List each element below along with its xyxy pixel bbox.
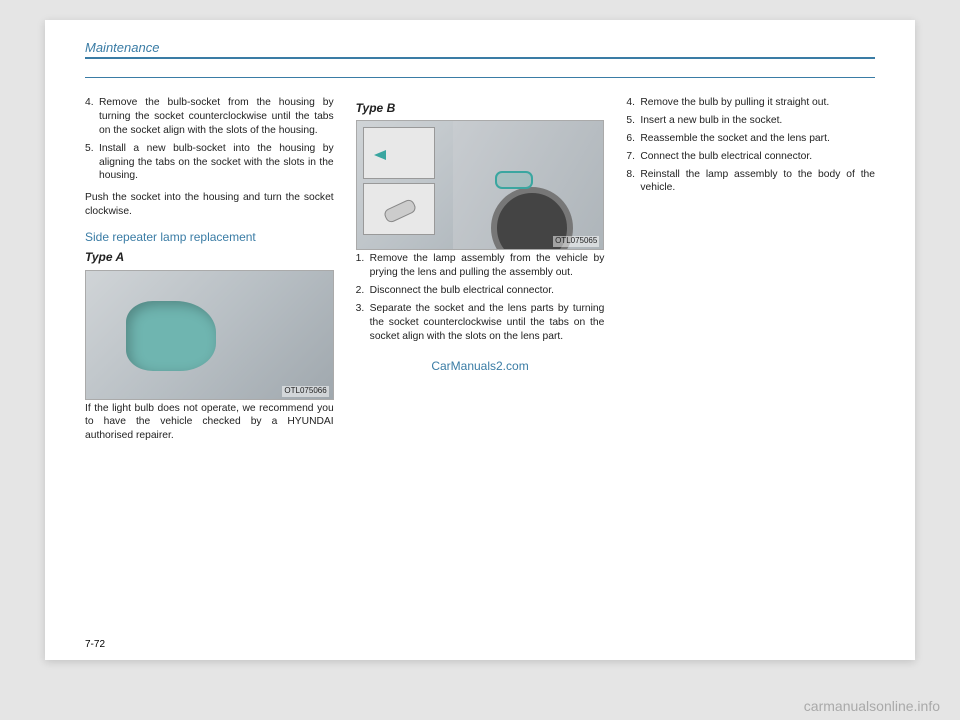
- sidelight-icon: [495, 171, 533, 189]
- inset-illustration-icon: [363, 183, 435, 235]
- vehicle-panel-icon: [453, 121, 603, 249]
- bottom-right-watermark: carmanualsonline.info: [804, 698, 940, 714]
- step-number: 4.: [626, 96, 640, 110]
- figure-caption: If the light bulb does not operate, we r…: [85, 402, 334, 444]
- subsection-heading: Side repeater lamp replacement: [85, 229, 334, 245]
- list-item: 5.Insert a new bulb in the socket.: [626, 114, 875, 128]
- figure-code: OTL075066: [282, 386, 328, 397]
- step-text: Disconnect the bulb electrical connector…: [370, 284, 605, 298]
- step-number: 2.: [356, 284, 370, 298]
- figure-type-a: OTL075066: [85, 270, 334, 400]
- list-item: 4.Remove the bulb-socket from the housin…: [85, 96, 334, 138]
- arrow-icon: [374, 150, 386, 160]
- step-number: 3.: [356, 302, 370, 344]
- type-b-heading: Type B: [356, 100, 605, 116]
- section-header: Maintenance: [85, 40, 875, 59]
- figure-type-b: OTL075065: [356, 120, 605, 250]
- list-item: 2.Disconnect the bulb electrical connect…: [356, 284, 605, 298]
- steps-list-a: 4.Remove the bulb-socket from the housin…: [85, 96, 334, 183]
- step-text: Insert a new bulb in the socket.: [640, 114, 875, 128]
- step-text: Remove the bulb by pulling it straight o…: [640, 96, 875, 110]
- step-text: Connect the bulb electrical connector.: [640, 150, 875, 164]
- list-item: 6.Reassemble the socket and the lens par…: [626, 132, 875, 146]
- step-text: Separate the socket and the lens parts b…: [370, 302, 605, 344]
- indented-text: Push the socket into the housing and tur…: [85, 191, 334, 219]
- steps-list-c: 4.Remove the bulb by pulling it straight…: [626, 96, 875, 195]
- column-2: Type B OTL075065 1.Remove the lamp assem…: [356, 96, 605, 449]
- step-number: 6.: [626, 132, 640, 146]
- figure-code: OTL075065: [553, 236, 599, 247]
- step-text: Install a new bulb-socket into the housi…: [99, 142, 334, 184]
- steps-list-b: 1.Remove the lamp assembly from the vehi…: [356, 252, 605, 343]
- list-item: 8.Reinstall the lamp assembly to the bod…: [626, 168, 875, 196]
- step-number: 7.: [626, 150, 640, 164]
- manual-page: Maintenance 4.Remove the bulb-socket fro…: [45, 20, 915, 660]
- center-watermark: CarManuals2.com: [356, 358, 605, 374]
- list-item: 1.Remove the lamp assembly from the vehi…: [356, 252, 605, 280]
- step-number: 5.: [626, 114, 640, 128]
- inset-illustration-icon: [363, 127, 435, 179]
- column-1: 4.Remove the bulb-socket from the housin…: [85, 96, 334, 449]
- column-3: 4.Remove the bulb by pulling it straight…: [626, 96, 875, 449]
- step-number: 1.: [356, 252, 370, 280]
- list-item: 5.Install a new bulb-socket into the hou…: [85, 142, 334, 184]
- mirror-illustration-icon: [126, 301, 216, 371]
- step-text: Reinstall the lamp assembly to the body …: [640, 168, 875, 196]
- step-text: Remove the bulb-socket from the housing …: [99, 96, 334, 138]
- header-rule: [85, 77, 875, 78]
- page-number: 7-72: [85, 639, 105, 650]
- step-number: 5.: [85, 142, 99, 184]
- list-item: 4.Remove the bulb by pulling it straight…: [626, 96, 875, 110]
- step-text: Remove the lamp assembly from the vehicl…: [370, 252, 605, 280]
- type-a-heading: Type A: [85, 249, 334, 265]
- list-item: 3.Separate the socket and the lens parts…: [356, 302, 605, 344]
- step-text: Reassemble the socket and the lens part.: [640, 132, 875, 146]
- step-number: 8.: [626, 168, 640, 196]
- bulb-illustration-icon: [382, 198, 417, 224]
- list-item: 7.Connect the bulb electrical connector.: [626, 150, 875, 164]
- content-columns: 4.Remove the bulb-socket from the housin…: [85, 96, 875, 449]
- step-number: 4.: [85, 96, 99, 138]
